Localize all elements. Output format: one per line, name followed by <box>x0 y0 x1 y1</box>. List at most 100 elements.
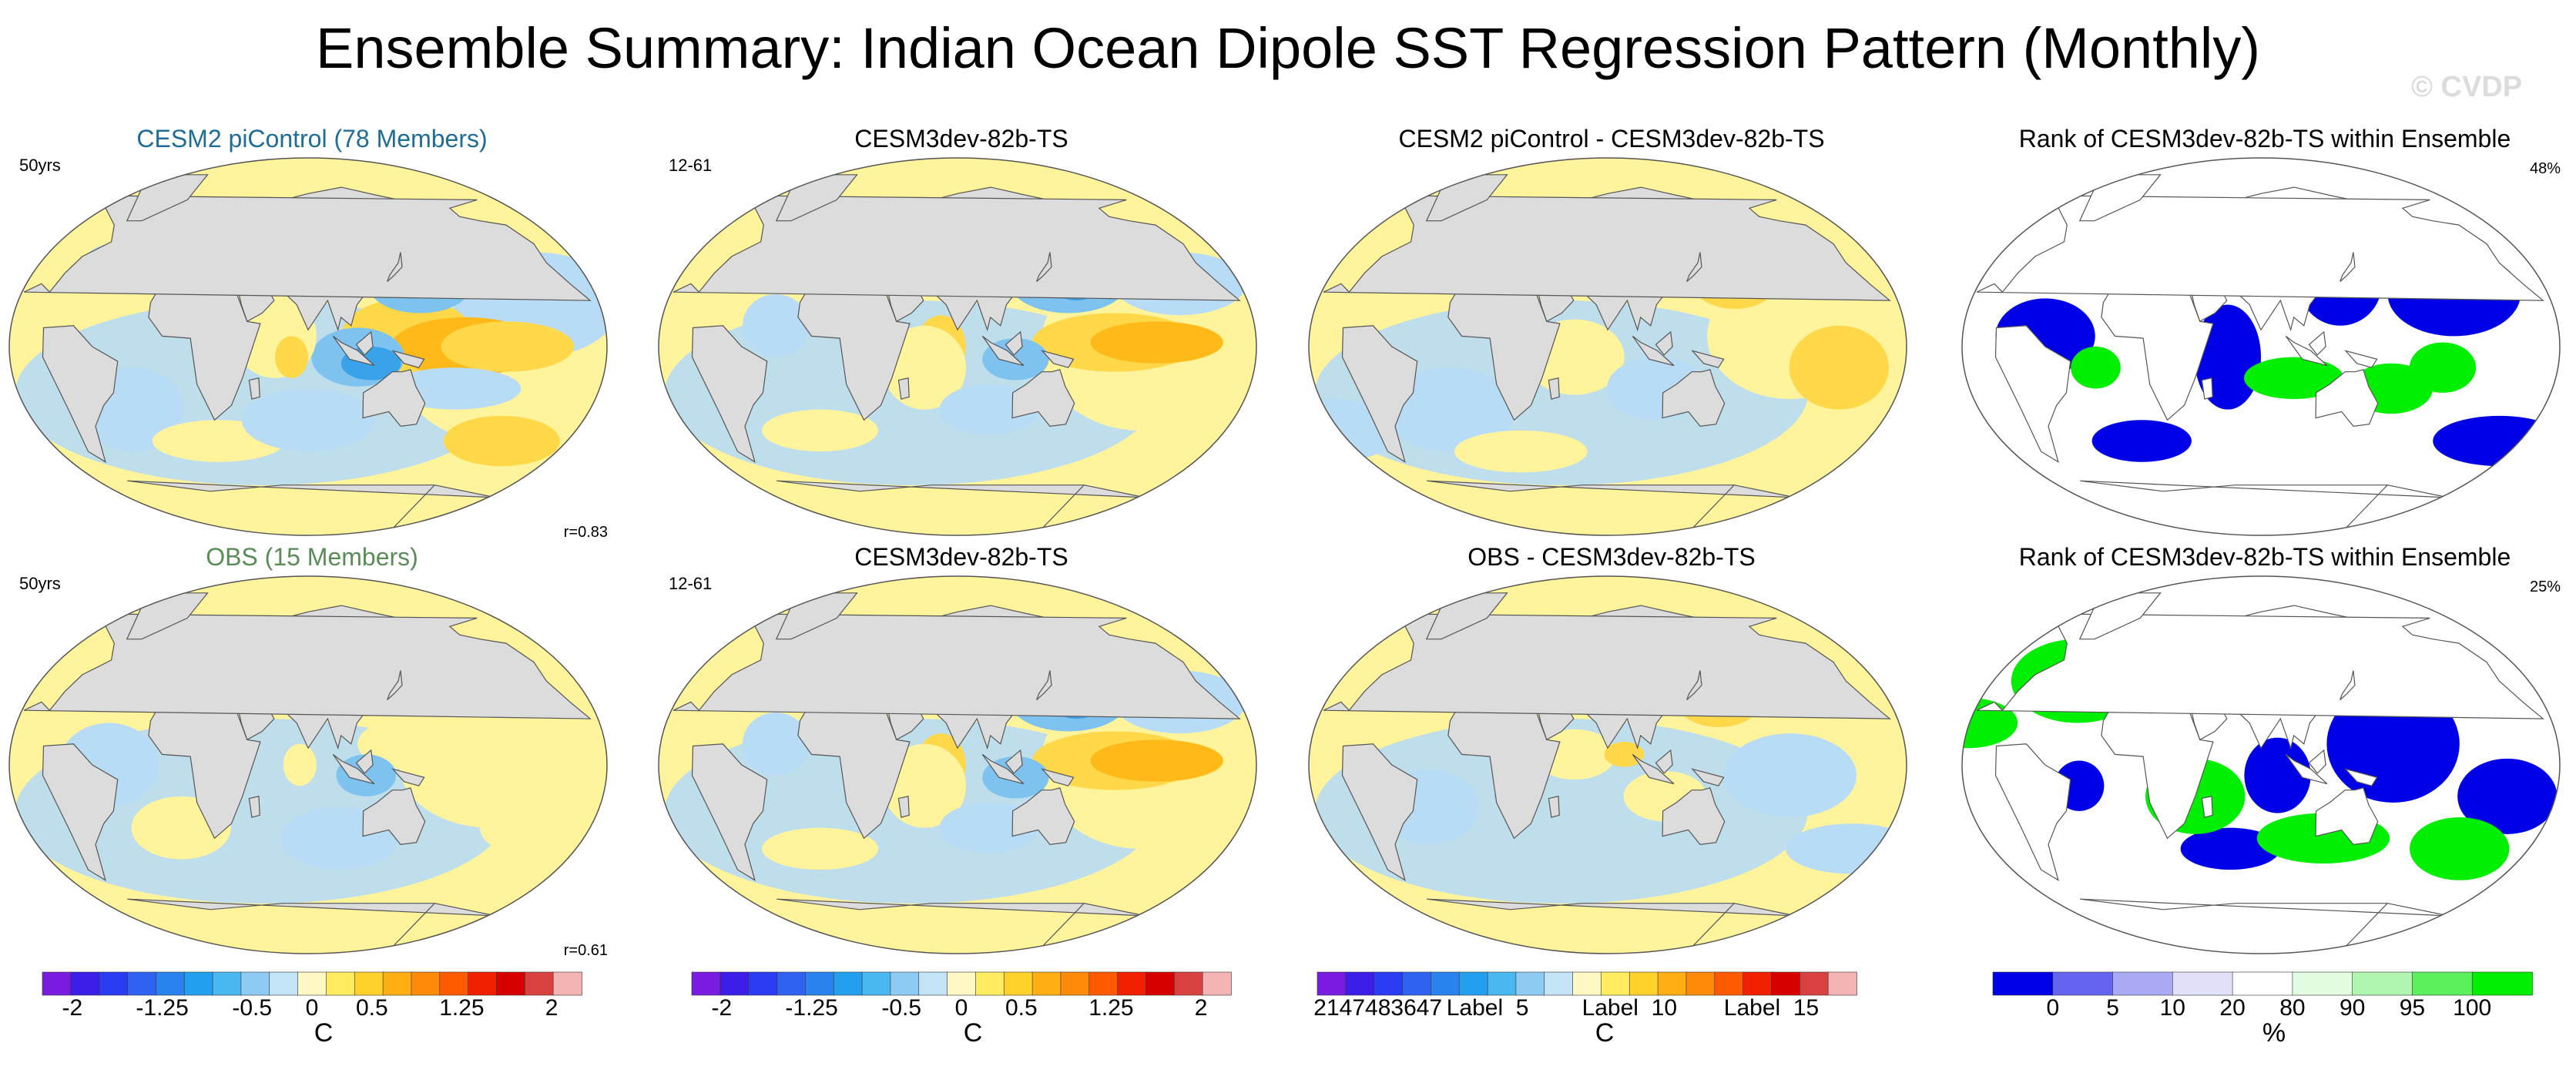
rank-region <box>2071 347 2121 389</box>
colorbar-swatch <box>1657 971 1687 996</box>
colorbar-unit: C <box>314 1018 334 1048</box>
colorbar-tick-label: -1.25 <box>785 995 837 1018</box>
colorbar-unit: % <box>2262 1018 2286 1048</box>
land-outline <box>1994 325 2071 464</box>
map-border <box>658 157 1257 536</box>
land-outline <box>691 743 768 882</box>
map-border <box>658 575 1257 954</box>
colorbar-tick-label: -1.25 <box>136 995 188 1018</box>
colorbar-swatch <box>1174 971 1203 996</box>
panel-rank-cesm2: Rank of CESM3dev-82b-TS within Ensemble … <box>1957 123 2573 543</box>
rank-region <box>2433 415 2560 467</box>
colorbar-swatch <box>2412 971 2474 996</box>
anomaly-region <box>1315 719 1808 904</box>
colorbar-tick-label: 100 <box>2453 995 2491 1018</box>
land-outline <box>248 796 260 818</box>
map-p1 <box>8 157 608 536</box>
panel-cesm3dev: CESM3dev-82b-TS 12-61 <box>653 123 1270 543</box>
colorbar-swatch <box>1601 971 1631 996</box>
colorbar-svg: -2 -1.25 -0.5 0 0.5 1.25 2 <box>691 971 1232 1018</box>
colorbar-swatch <box>525 971 554 996</box>
land-outline <box>127 480 497 535</box>
land-outline <box>2344 768 2378 786</box>
anomaly-region <box>1604 742 1645 767</box>
panel-title: OBS - CESM3dev-82b-TS <box>1467 543 1756 571</box>
land-outline <box>981 753 1025 785</box>
anomaly-region <box>479 796 607 860</box>
map-p2 <box>658 157 1257 536</box>
colorbar-tick-label: 2 <box>1195 995 1208 1018</box>
colorbar-tick-label: 1.25 <box>439 995 484 1018</box>
colorbar-tick-label: 0.5 <box>356 995 388 1018</box>
colorbar-swatch <box>183 971 213 996</box>
land-outline <box>1686 670 1702 701</box>
colorbar-swatch <box>1345 971 1375 996</box>
land-outline <box>1011 369 1075 428</box>
colorbar-swatch <box>2232 971 2293 996</box>
colorbar-tick-label: -2147483647 <box>1313 995 1442 1018</box>
land-outline <box>2285 335 2328 367</box>
land-outline <box>2201 377 2213 400</box>
colorbar-swatch <box>1572 971 1602 996</box>
land-outline <box>1427 480 1796 535</box>
map-border <box>1308 575 1907 954</box>
land-outline <box>1662 369 1726 428</box>
land-outline <box>2344 350 2378 368</box>
colorbar-tick-label: 0 <box>2046 995 2059 1018</box>
colorbar-swatch <box>1800 971 1829 996</box>
anomaly-region <box>1723 733 1857 818</box>
land-outline <box>1655 330 1673 356</box>
panel-title: CESM2 piControl (78 Members) <box>136 125 488 153</box>
rank-region <box>2457 758 2558 834</box>
colorbar-tick-label: 20 <box>2219 995 2245 1018</box>
colorbar-swatch <box>269 971 299 996</box>
map-p7 <box>1308 575 1907 954</box>
colorbar-tick-label: -0.5 <box>881 995 921 1018</box>
colorbar-rank: % 0 5 10 20 80 90 95 100 <box>1989 971 2559 1071</box>
land-outline <box>1691 768 1725 786</box>
colorbar-tick-label: 10 <box>2160 995 2185 1018</box>
land-outline <box>776 898 1146 954</box>
land-outline <box>2201 796 2213 818</box>
land-outline <box>2340 252 2356 283</box>
land-outline <box>387 252 403 283</box>
land-outline <box>1011 787 1075 846</box>
anomaly-region <box>1789 325 1889 410</box>
rank-region <box>2244 737 2311 813</box>
map-p3 <box>1308 157 1907 536</box>
colorbar-tick-label: 2 <box>545 995 558 1018</box>
anomaly-region <box>1137 833 1254 885</box>
anomaly-region <box>742 293 810 357</box>
anomaly-region <box>1090 321 1223 364</box>
colorbar-swatch <box>1742 971 1773 996</box>
land-outline <box>42 325 119 464</box>
land-outline <box>362 369 426 428</box>
colorbar-tick-label: 5 <box>2106 995 2119 1018</box>
map-border <box>8 157 608 536</box>
land-outline <box>1691 350 1725 368</box>
land-outline <box>1005 749 1023 774</box>
colorbar-swatch <box>42 971 72 996</box>
colorbar-swatch <box>496 971 526 996</box>
land-outline <box>2285 753 2328 785</box>
panel-obs: OBS (15 Members) 50yrs r=0.61 <box>4 542 620 961</box>
colorbar-swatch <box>1031 971 1062 996</box>
colorbar-tick-label: Label_10 <box>1582 995 1677 1018</box>
land-outline <box>1994 743 2071 882</box>
pattern-correlation: r=0.61 <box>563 942 608 959</box>
land-outline <box>391 350 425 368</box>
colorbar-swatch <box>1685 971 1716 996</box>
land-outline <box>1662 787 1726 846</box>
colorbar-swatch <box>833 971 863 996</box>
land-outline <box>1041 768 1075 786</box>
anomaly-region <box>357 719 458 770</box>
colorbar-swatch <box>2112 971 2174 996</box>
land-outline <box>981 335 1025 367</box>
land-outline <box>1427 898 1796 954</box>
land-outline <box>1632 753 1675 785</box>
colorbar-swatch <box>1458 971 1488 996</box>
colorbar-swatch <box>468 971 498 996</box>
rank-region <box>2091 420 2192 462</box>
anomaly-region <box>1137 415 1254 467</box>
map-border <box>1961 575 2561 954</box>
